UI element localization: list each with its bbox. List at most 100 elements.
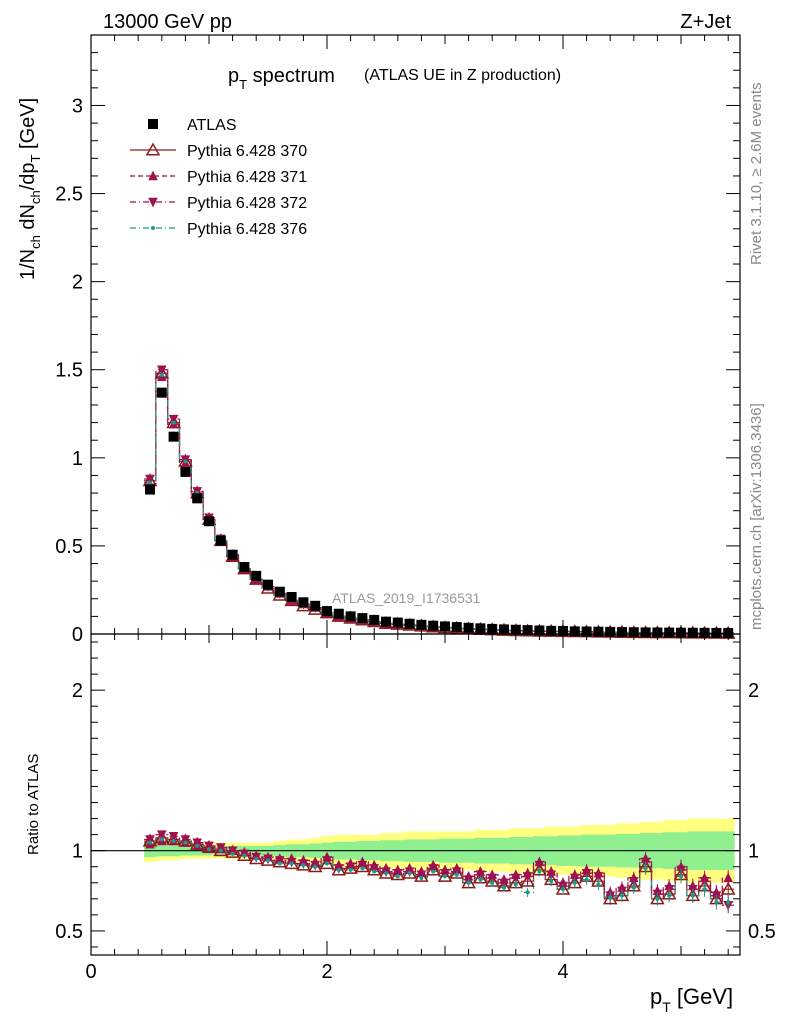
mc-point (475, 870, 486, 881)
data-point (687, 627, 698, 638)
mc-point (534, 860, 545, 871)
main-ytick-label: 0 (72, 624, 83, 646)
ratio-ytick-label: 1 (72, 841, 83, 863)
mc-point (201, 839, 217, 854)
mc-point (723, 872, 733, 883)
mc-point (461, 875, 476, 889)
mc-point (537, 869, 542, 874)
mc-point (195, 843, 200, 848)
mc-point (679, 874, 683, 879)
mc-point (289, 861, 294, 866)
data-point (274, 586, 285, 597)
mc-point (499, 878, 509, 889)
mc-point (171, 420, 176, 425)
mc-point (726, 900, 731, 905)
mc-point (714, 900, 719, 905)
ratio-ytick-label-right: 2 (748, 680, 759, 702)
legend-item: Pythia 6.428 370 (130, 142, 307, 160)
main-ytick-label: 1.5 (55, 360, 83, 382)
plot-title-rest: spectrum (247, 65, 335, 87)
data-point (428, 620, 439, 631)
mc-point (183, 459, 188, 464)
mc-point (487, 873, 497, 884)
ratio-plot: Ratio to ATLAS 0.5 0.5 1 1 2 2 (25, 633, 776, 956)
legend-item: Pythia 6.428 371 (130, 169, 307, 186)
mc-point (549, 879, 554, 884)
mc-point (242, 853, 247, 858)
main-ytick-label: 2 (72, 272, 83, 294)
mc-point (414, 868, 429, 882)
mc-point (366, 862, 382, 876)
rivet-label: Rivet 3.1.10, ≥ 2.6M events (748, 83, 765, 266)
mc-point (218, 848, 223, 853)
mc-point (277, 861, 282, 866)
mc-point (608, 895, 613, 900)
mc-point (171, 839, 176, 844)
mc-point (145, 835, 155, 845)
data-point (416, 619, 427, 630)
mc-point (336, 867, 341, 872)
data-point (593, 626, 604, 637)
mc-point (440, 868, 450, 879)
mc-point (602, 891, 618, 905)
ratio-ytick-label: 0.5 (55, 921, 83, 943)
mc-point (230, 851, 235, 856)
ratio-plot-ticks (90, 634, 740, 955)
mc-point (148, 480, 152, 485)
mc-point (466, 880, 471, 885)
legend-label: Pythia 6.428 376 (187, 221, 307, 238)
xtick-label: 4 (557, 961, 568, 983)
xtick-label: 0 (85, 961, 96, 983)
data-point (286, 592, 297, 603)
data-point (381, 616, 391, 627)
data-point (546, 625, 557, 636)
mc-point (478, 877, 483, 882)
mc-point (345, 862, 356, 873)
data-point (192, 493, 203, 504)
mc-point (720, 881, 736, 895)
legend: ATLAS Pythia 6.428 370 Pythia 6.428 371 Pyt… (130, 117, 307, 238)
mc-point (454, 872, 459, 877)
data-point (392, 617, 403, 628)
mc-point (520, 873, 535, 887)
mc-point (348, 867, 353, 872)
mc-point (431, 869, 436, 874)
ratio-ytick-label-right: 0.5 (748, 921, 776, 943)
data-point (251, 570, 262, 581)
data-point (569, 626, 580, 637)
mc-point (572, 880, 577, 885)
main-plot: pT spectrum (ATLAS UE in Z production) A… (17, 34, 741, 646)
plot-title-p: p (228, 65, 239, 87)
data-point (475, 623, 486, 634)
data-point (357, 613, 368, 624)
mc-point (655, 896, 660, 901)
legend-item: Pythia 6.428 372 (130, 195, 307, 212)
mc-point (204, 841, 214, 852)
mc-point (360, 866, 365, 871)
data-point (310, 600, 321, 611)
mc-point (437, 868, 453, 882)
main-ytick-label: 2.5 (55, 184, 83, 206)
mc-point (667, 893, 672, 898)
mc-point (319, 855, 335, 870)
mc-point (168, 832, 179, 842)
mc-point (145, 474, 155, 485)
mc-point (584, 877, 589, 882)
data-point (239, 562, 250, 573)
xtick-label: 2 (321, 961, 332, 983)
mc-point (207, 847, 211, 852)
data-point (145, 484, 155, 495)
legend-label: Pythia 6.428 372 (187, 195, 307, 212)
data-point (227, 549, 238, 560)
mc-point (378, 865, 394, 879)
mc-point (596, 882, 601, 887)
mc-point (159, 837, 164, 842)
mc-point (183, 840, 188, 845)
mc-point (419, 875, 424, 880)
mc-point (522, 872, 533, 882)
mc-point (593, 872, 604, 882)
data-point (617, 627, 627, 638)
data-point (204, 516, 214, 527)
mc-point (546, 870, 556, 881)
mc-point (227, 846, 238, 857)
